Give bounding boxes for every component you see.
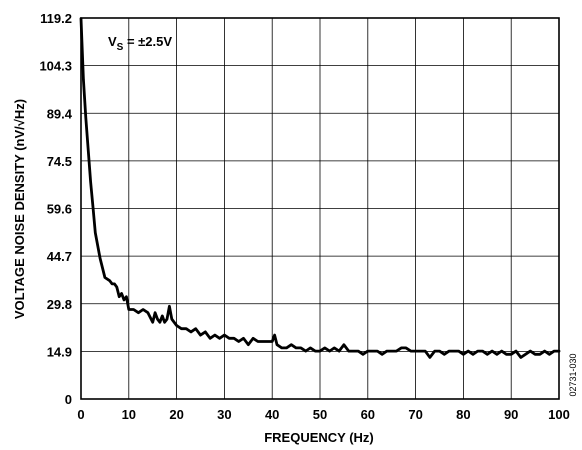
- plot-frame: [80, 17, 560, 400]
- x-tick-label: 20: [169, 407, 183, 422]
- x-axis-label: FREQUENCY (Hz): [264, 430, 374, 445]
- y-tick-label: 59.6: [47, 202, 72, 217]
- y-tick-label: 14.9: [47, 344, 72, 359]
- y-tick-label: 0: [65, 392, 72, 407]
- annotation-main: V: [108, 34, 117, 49]
- y-axis-label: VOLTAGE NOISE DENSITY (nV/√Hz): [12, 99, 27, 319]
- supply-voltage-annotation: VS = ±2.5V: [108, 34, 172, 53]
- figure-id: 02731-030: [568, 353, 578, 396]
- x-tick-label: 50: [313, 407, 327, 422]
- y-tick-label: 89.4: [47, 106, 73, 121]
- x-tick-label: 80: [456, 407, 470, 422]
- x-tick-label: 40: [265, 407, 279, 422]
- annotation-rest: = ±2.5V: [123, 34, 172, 49]
- x-tick-label: 90: [504, 407, 518, 422]
- x-tick-label: 30: [217, 407, 231, 422]
- x-axis-ticks: 0 10 20 30 40 50 60 70 80 90 100: [77, 407, 569, 422]
- grid-lines: [80, 17, 560, 400]
- x-tick-label: 100: [548, 407, 570, 422]
- x-tick-label: 60: [361, 407, 375, 422]
- y-tick-label: 44.7: [47, 249, 72, 264]
- x-tick-label: 70: [408, 407, 422, 422]
- annotation-subscript: S: [117, 42, 124, 53]
- y-tick-label: 74.5: [47, 154, 72, 169]
- y-tick-label: 29.8: [47, 297, 72, 312]
- x-tick-label: 0: [77, 407, 84, 422]
- series-line: [79, 17, 561, 359]
- y-tick-label: 104.3: [39, 59, 72, 74]
- x-tick-label: 10: [122, 407, 136, 422]
- y-axis-ticks: 0 14.9 29.8 44.7 59.6 74.5 89.4 104.3 119.2: [39, 11, 72, 407]
- data-series: [79, 17, 561, 359]
- y-tick-label: 119.2: [40, 11, 72, 26]
